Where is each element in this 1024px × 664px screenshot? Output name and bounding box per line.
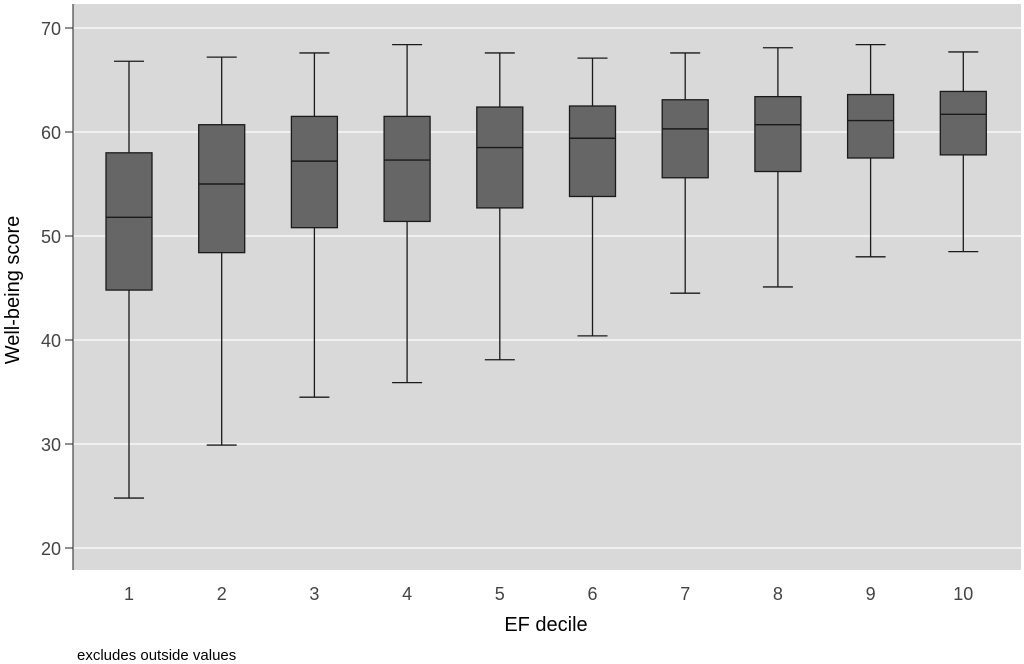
y-tick-label: 60	[41, 123, 61, 143]
x-axis-ticks: 1 2 3 4 5 6 7 8 9 10	[124, 584, 973, 604]
x-axis-title: EF decile	[504, 614, 587, 636]
y-tick-label: 50	[41, 227, 61, 247]
box-group	[383, 43, 431, 384]
y-tick-label: 30	[41, 435, 61, 455]
box-group	[198, 56, 246, 446]
interquartile-box	[105, 152, 153, 291]
interquartile-box	[754, 95, 802, 173]
interquartile-box	[383, 115, 431, 223]
box-group	[754, 47, 802, 288]
x-tick-label: 2	[217, 584, 227, 604]
interquartile-box	[198, 124, 246, 254]
chart-note: excludes outside values	[77, 647, 236, 664]
x-tick-label: 10	[953, 584, 973, 604]
x-tick-label: 1	[124, 584, 134, 604]
interquartile-box	[568, 105, 617, 198]
x-tick-label: 5	[495, 584, 505, 604]
interquartile-box	[661, 99, 709, 179]
y-tick-label: 70	[41, 19, 61, 39]
x-tick-label: 4	[402, 584, 412, 604]
x-tick-label: 6	[587, 584, 597, 604]
y-tick-label: 20	[41, 539, 61, 559]
box-group	[661, 52, 709, 294]
interquartile-box	[290, 115, 339, 229]
interquartile-box	[476, 106, 524, 209]
boxes	[105, 43, 987, 499]
box-group	[290, 52, 339, 398]
plot-background	[73, 4, 1021, 570]
box-group	[846, 43, 895, 258]
interquartile-box	[846, 93, 895, 159]
y-tick-label: 40	[41, 331, 61, 351]
interquartile-box	[939, 90, 987, 156]
box-group	[939, 51, 987, 253]
y-axis-ticks: 20 30 40 50 60 70	[41, 19, 73, 559]
y-axis-title: Well-being score	[2, 216, 24, 365]
box-group	[568, 57, 617, 337]
x-tick-label: 7	[680, 584, 690, 604]
x-tick-label: 9	[866, 584, 876, 604]
box-group	[105, 60, 153, 499]
box-group	[476, 52, 524, 361]
x-tick-label: 8	[773, 584, 783, 604]
x-tick-label: 3	[309, 584, 319, 604]
